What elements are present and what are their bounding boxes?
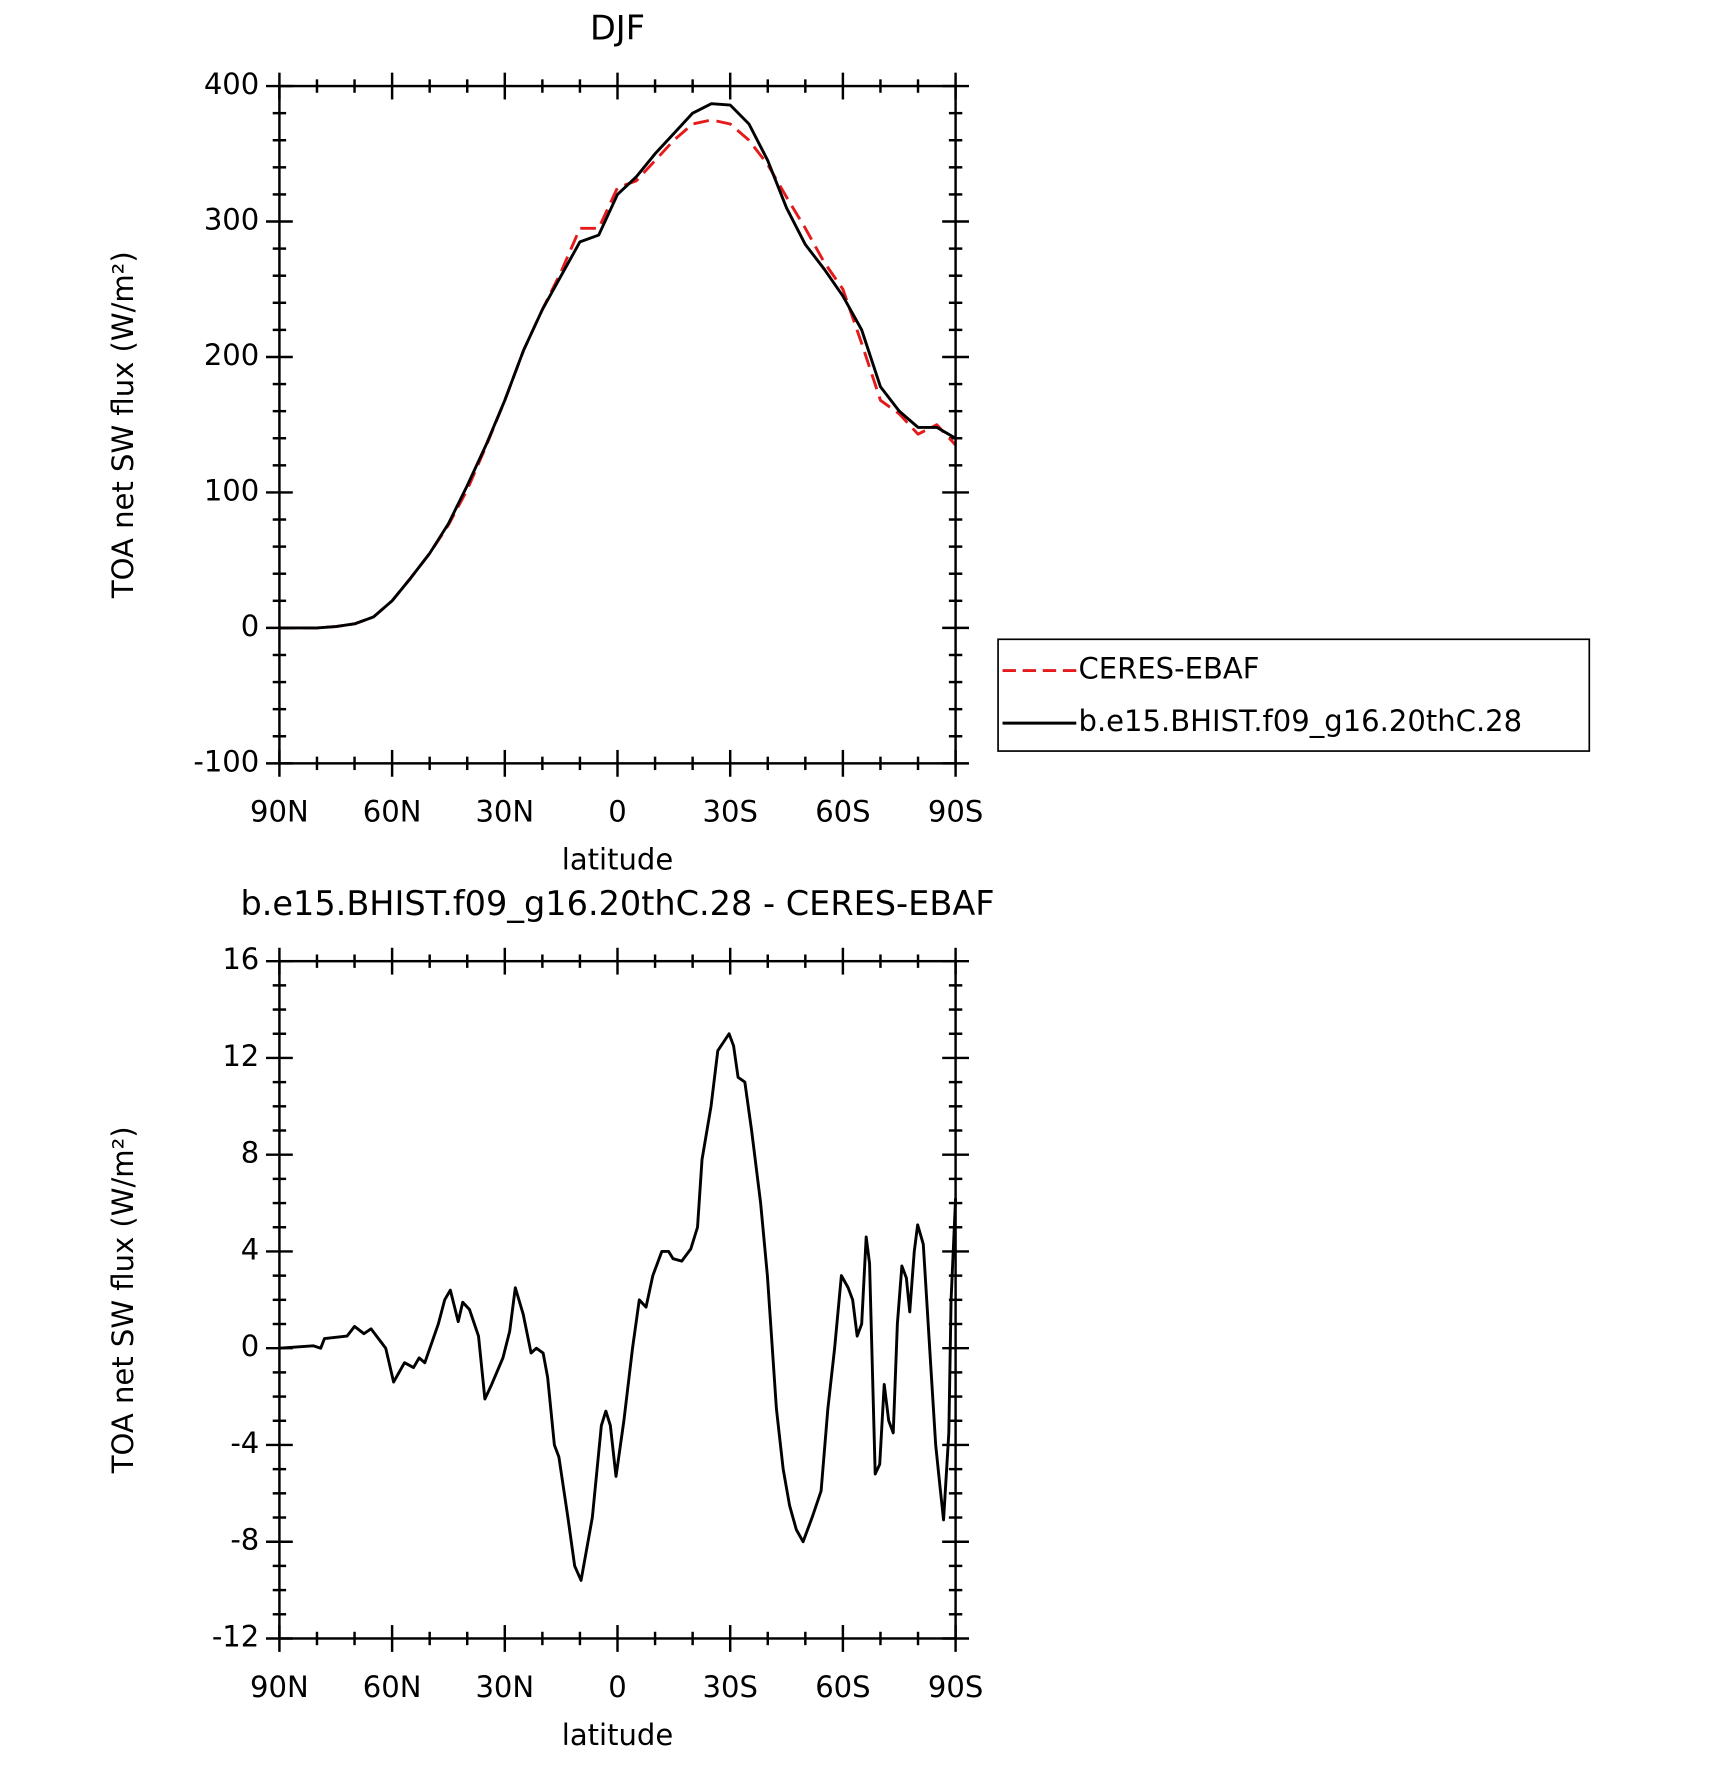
x-tick-label: 0 (608, 1670, 626, 1704)
y-tick-label: 300 (204, 203, 259, 237)
x-tick-label: 30S (702, 1670, 757, 1704)
y-tick-label: 400 (204, 67, 259, 101)
x-tick-label: 90S (928, 795, 983, 829)
y-tick-label: 8 (241, 1136, 259, 1170)
legend-box (997, 638, 1591, 752)
y-tick-label: -100 (193, 744, 259, 778)
y-axis-label: TOA net SW flux (W/m²) (106, 251, 140, 599)
y-tick-label: 12 (222, 1039, 259, 1073)
y-tick-label: 0 (241, 609, 259, 643)
x-tick-label: 30N (475, 1670, 534, 1704)
data-line (279, 102, 957, 630)
y-tick-label: 100 (204, 473, 259, 507)
panel: DJF latitude TOA net SW flux (W/m²) 90N 60N 3… (106, 9, 1591, 877)
x-tick-label: 60S (815, 795, 870, 829)
x-tick-label: 90N (250, 1670, 309, 1704)
plot-frame (278, 959, 957, 1640)
plot-frame (278, 84, 957, 765)
legend-label: CERES-EBAF (1079, 652, 1260, 686)
y-tick-label: 4 (241, 1232, 259, 1266)
y-tick-label: 0 (241, 1329, 259, 1363)
x-tick-label: 30S (702, 795, 757, 829)
panel: b.e15.BHIST.f09_g16.20thC.28 - CERES-EBA… (106, 884, 994, 1752)
data-line (279, 1032, 958, 1582)
y-axis-label: TOA net SW flux (W/m²) (106, 1126, 140, 1474)
x-axis-label: latitude (562, 1718, 673, 1752)
x-tick-label: 60N (363, 795, 422, 829)
x-tick-label: 30N (475, 795, 534, 829)
legend-label: b.e15.BHIST.f09_g16.20thC.28 (1079, 704, 1523, 738)
y-tick-label: -12 (212, 1619, 259, 1653)
chart-title: b.e15.BHIST.f09_g16.20thC.28 - CERES-EBA… (240, 884, 994, 923)
x-axis-label: latitude (562, 843, 673, 877)
x-tick-label: 60N (363, 1670, 422, 1704)
y-tick-label: -4 (230, 1426, 259, 1460)
x-tick-label: 60S (815, 1670, 870, 1704)
y-tick-label: 16 (222, 942, 259, 976)
x-tick-label: 0 (608, 795, 626, 829)
y-tick-label: 200 (204, 338, 259, 372)
x-tick-label: 90S (928, 1670, 983, 1704)
chart-title: DJF (590, 9, 645, 48)
x-tick-label: 90N (250, 795, 309, 829)
y-tick-label: -8 (230, 1523, 259, 1557)
